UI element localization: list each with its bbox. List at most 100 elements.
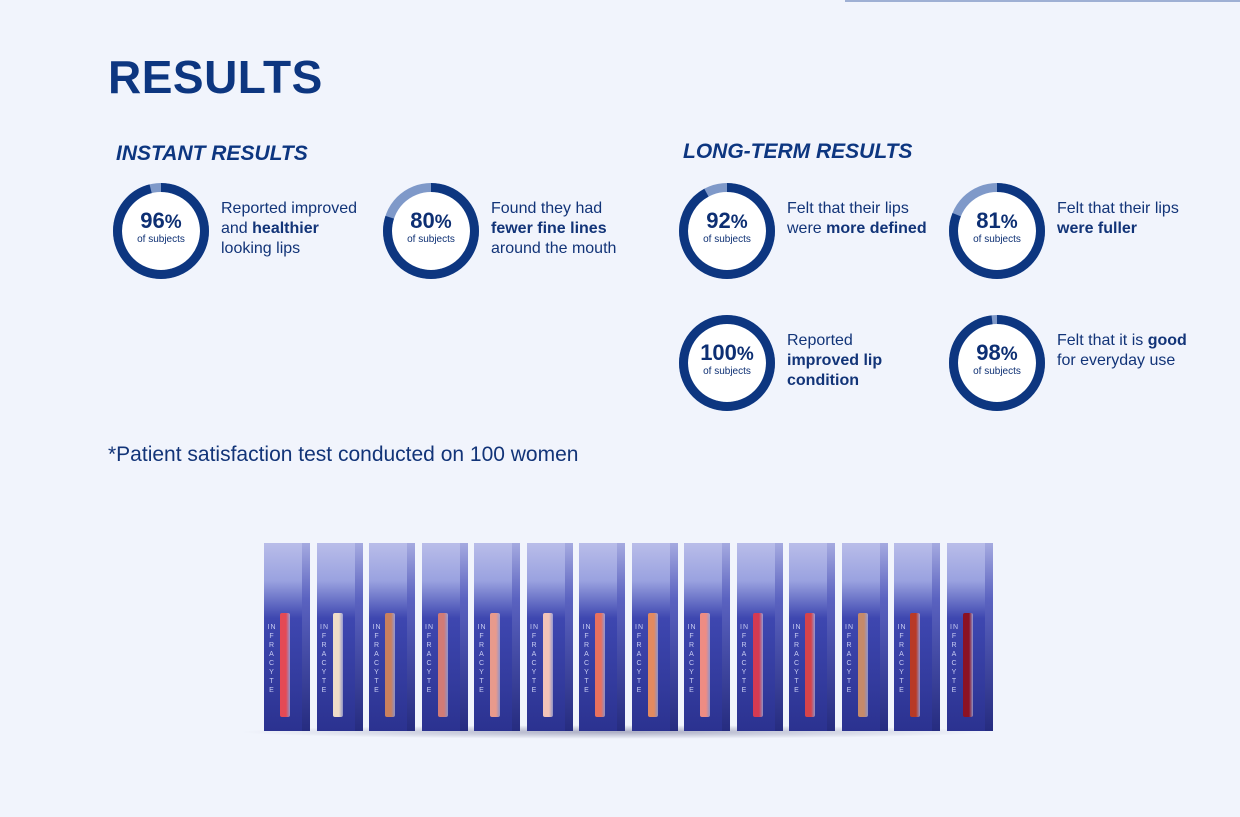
percentage-caption: of subjects [703, 366, 751, 377]
percentage-unit: % [434, 212, 452, 233]
shade-window [595, 613, 605, 717]
description-text: looking lips [221, 240, 301, 257]
ring-fill [949, 315, 1045, 411]
percentage-value: 81% [949, 210, 1045, 234]
instant-results-heading: INSTANT RESULTS [116, 142, 308, 165]
ring-graphic [113, 183, 209, 279]
shade-window [437, 613, 448, 717]
lip-product-box: INFRACYTE [946, 543, 993, 731]
percentage-value: 96% [113, 210, 209, 234]
box-side [774, 543, 783, 731]
box-brand-text: INFRACYTE [635, 624, 644, 694]
description-text: and [221, 220, 253, 237]
percentage-value: 98% [949, 342, 1045, 366]
lip-product-box: INFRACYTE [579, 543, 625, 731]
ring-label: 100% of subjects [679, 342, 775, 378]
shade-window [752, 613, 763, 717]
stat-description: Reported improved lip condition [787, 331, 967, 391]
percentage-caption: of subjects [407, 234, 455, 245]
description-text: were [787, 220, 827, 237]
description-line: and healthier [221, 219, 401, 239]
description-line: Reported improved [221, 199, 401, 219]
shade-window [280, 613, 290, 717]
description-line: Felt that their lips [1057, 199, 1237, 219]
box-side [879, 543, 888, 731]
box-side [617, 543, 625, 731]
box-side [302, 543, 310, 731]
stat-healthier-lips: 96% of subjects Reported improved and heal… [113, 183, 413, 279]
stat-description: Reported improved and healthier looking li… [221, 199, 401, 259]
ring-fill [679, 315, 775, 411]
percentage-unit: % [1000, 344, 1018, 365]
shade-window [542, 613, 553, 717]
description-emphasis: more defined [826, 220, 927, 237]
shade-window [490, 613, 500, 717]
description-text: Felt that it is [1057, 332, 1148, 349]
percentage-unit: % [736, 344, 754, 365]
description-emphasis: good [1147, 332, 1187, 349]
percentage-number: 80 [410, 208, 435, 233]
progress-ring: 80% of subjects [383, 183, 479, 279]
lip-product-box: INFRACYTE [736, 543, 783, 731]
description-line: Felt that it is good [1057, 331, 1237, 351]
stat-fewer-fine-lines: 80% of subjects Found they had fewer fine … [383, 183, 683, 279]
lip-product-box: INFRACYTE [841, 543, 888, 731]
description-emphasis: healthier [252, 220, 319, 237]
stat-good-everyday-use: 98% of subjects Felt that it is good for e… [949, 315, 1240, 411]
stat-description: Felt that their lips were fuller [1057, 199, 1237, 239]
ring-fill [679, 183, 775, 279]
lip-product-box: INFRACYTE [684, 543, 730, 731]
percentage-number: 92 [706, 208, 731, 233]
top-divider [845, 0, 1240, 2]
percentage-unit: % [164, 212, 182, 233]
shade-window [385, 613, 395, 717]
description-line: Reported [787, 331, 967, 351]
percentage-caption: of subjects [703, 234, 751, 245]
stat-more-defined: 92% of subjects Felt that their lips were … [679, 183, 979, 279]
percentage-value: 80% [383, 210, 479, 234]
long-term-results-heading: LONG-TERM RESULTS [683, 140, 913, 163]
box-side [984, 543, 993, 731]
box-brand-text: INFRACYTE [477, 624, 487, 694]
description-line: looking lips [221, 239, 401, 259]
box-brand-text: INFRACYTE [740, 624, 749, 694]
description-line: improved lip [787, 351, 967, 371]
description-text: Felt that their lips [787, 200, 909, 217]
box-side [722, 543, 730, 731]
ring-fill [113, 183, 209, 279]
footnote: *Patient satisfaction test conducted on … [108, 443, 579, 466]
shade-window [700, 613, 710, 717]
box-brand-text: INFRACYTE [950, 624, 959, 694]
lip-product-box: INFRACYTE [789, 543, 835, 731]
percentage-value: 100% [679, 342, 775, 366]
stat-fuller-lips: 81% of subjects Felt that their lips were … [949, 183, 1240, 279]
description-line: condition [787, 371, 967, 391]
ring-label: 98% of subjects [949, 342, 1045, 378]
box-side [407, 543, 415, 731]
stat-description: Felt that it is good for everyday use [1057, 331, 1237, 371]
stat-description: Felt that their lips were more defined [787, 199, 967, 239]
description-text: for everyday use [1057, 352, 1176, 369]
lip-product-box: INFRACYTE [369, 543, 415, 731]
description-line: were more defined [787, 219, 967, 239]
lip-product-box: INFRACYTE [526, 543, 573, 731]
description-line: around the mouth [491, 239, 671, 259]
product-lineup-image: INFRACYTE INFRACYTE INFRACYTE INFRACYTE INFR… [236, 535, 996, 745]
lip-product-box: INFRACYTE [264, 543, 310, 731]
box-brand-text: INFRACYTE [372, 624, 382, 694]
box-side [827, 543, 835, 731]
ring-label: 96% of subjects [113, 210, 209, 246]
box-side [564, 543, 573, 731]
progress-ring: 96% of subjects [113, 183, 209, 279]
percentage-value: 92% [679, 210, 775, 234]
percentage-number: 81 [976, 208, 1001, 233]
lip-product-box: INFRACYTE [316, 543, 363, 731]
box-brand-text: INFRACYTE [425, 624, 434, 694]
percentage-unit: % [1000, 212, 1018, 233]
description-line: Felt that their lips [787, 199, 967, 219]
box-side [459, 543, 468, 731]
description-text: Found they had [491, 200, 603, 217]
percentage-unit: % [730, 212, 748, 233]
lip-product-box: INFRACYTE [631, 543, 678, 731]
box-brand-text: INFRACYTE [687, 624, 697, 694]
